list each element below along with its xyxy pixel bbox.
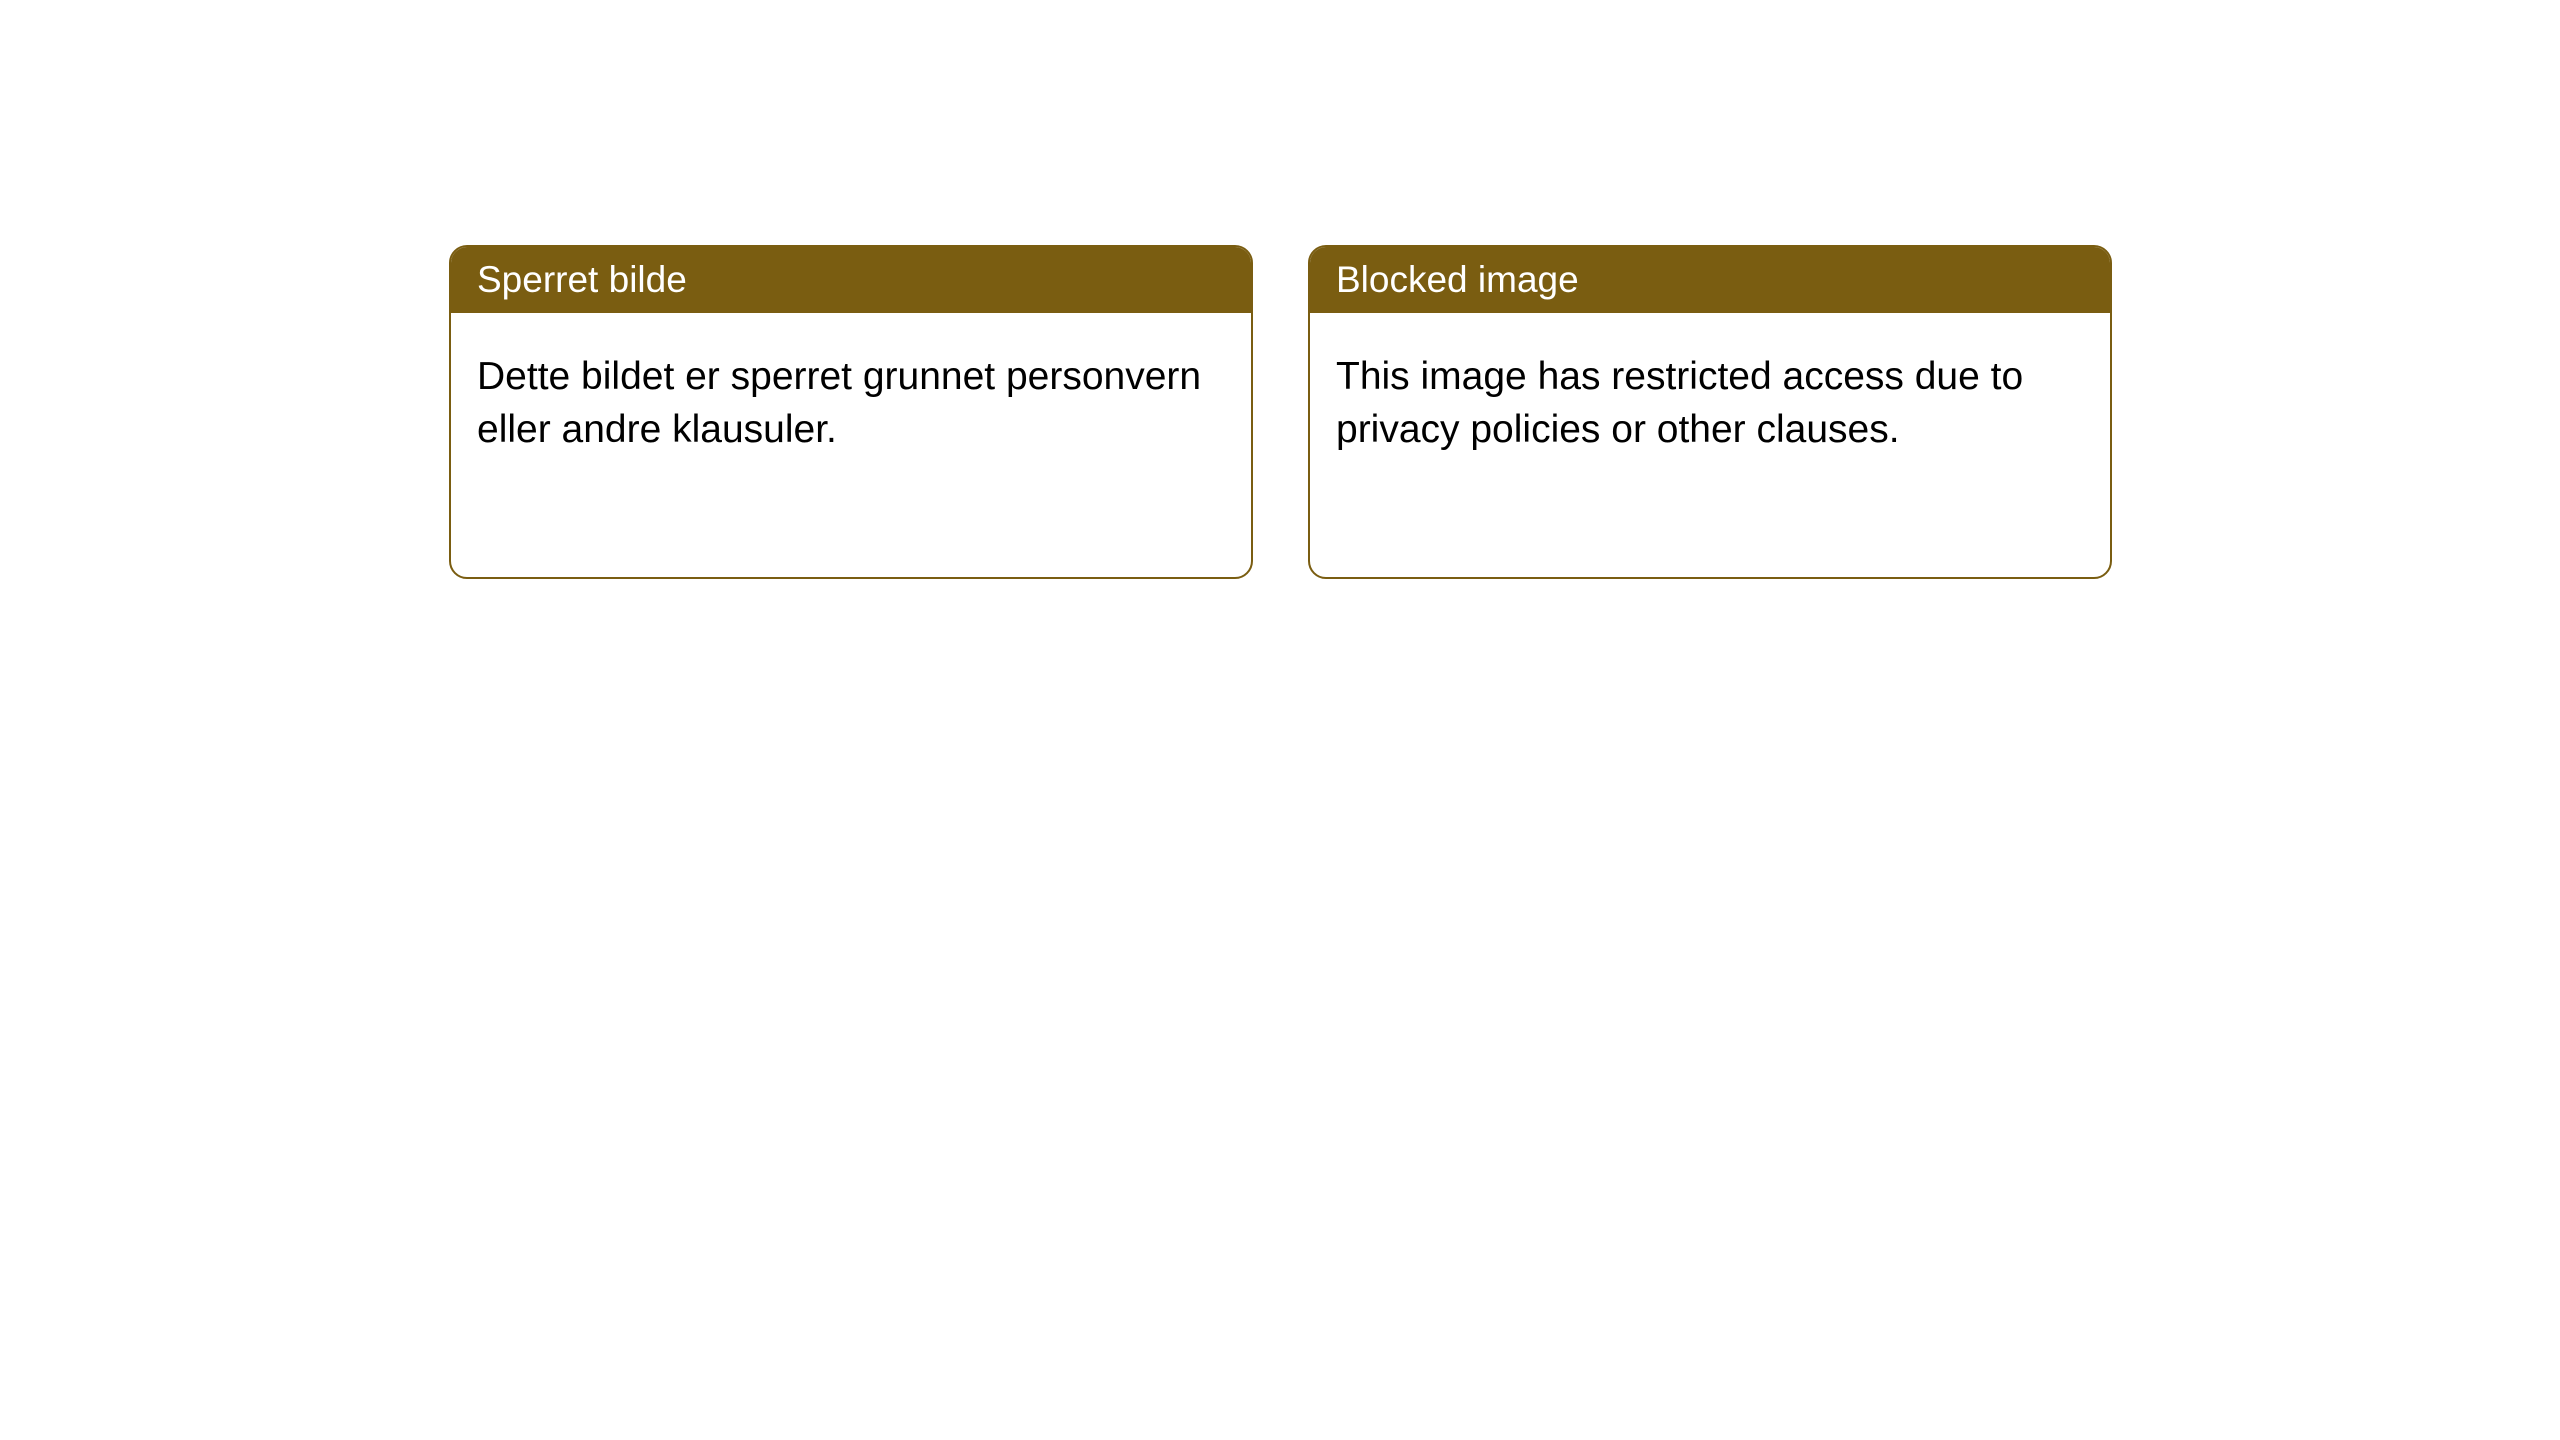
card-body: Dette bildet er sperret grunnet personve… [451, 313, 1251, 494]
notice-card-norwegian: Sperret bilde Dette bildet er sperret gr… [449, 245, 1253, 579]
card-body-text: This image has restricted access due to … [1336, 355, 2023, 451]
card-title: Blocked image [1336, 259, 1579, 300]
notice-cards-container: Sperret bilde Dette bildet er sperret gr… [449, 245, 2112, 579]
card-body-text: Dette bildet er sperret grunnet personve… [477, 355, 1201, 451]
card-header: Sperret bilde [451, 247, 1251, 313]
card-body: This image has restricted access due to … [1310, 313, 2110, 494]
card-header: Blocked image [1310, 247, 2110, 313]
notice-card-english: Blocked image This image has restricted … [1308, 245, 2112, 579]
card-title: Sperret bilde [477, 259, 687, 300]
